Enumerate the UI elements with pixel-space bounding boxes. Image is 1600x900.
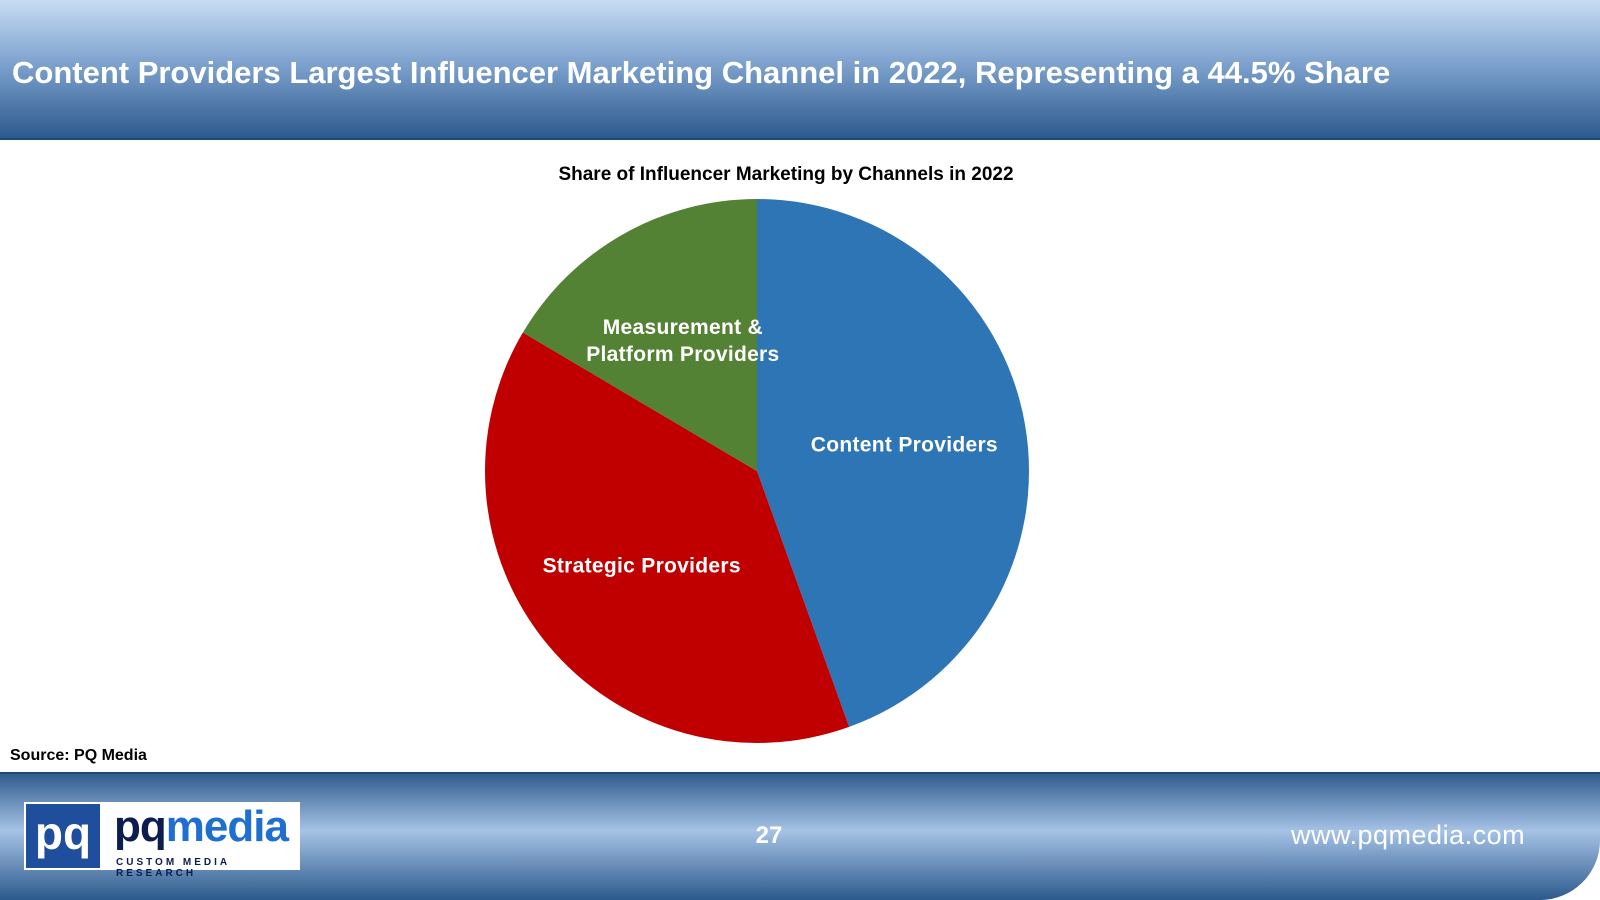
logo-tagline: CUSTOM MEDIA RESEARCH: [116, 857, 230, 879]
pie-slice: [522, 199, 757, 471]
slide-title: Content Providers Largest Influencer Mar…: [12, 55, 1391, 90]
pie-slice: [485, 332, 850, 744]
page-number: 27: [755, 822, 783, 849]
slice-label: Strategic Providers: [542, 554, 741, 578]
slice-label: Measurement & Platform Providers: [586, 316, 780, 367]
pie-slice: [757, 199, 1029, 727]
logo-brand-right: media: [165, 802, 289, 851]
chart: Share of Influencer Marketing by Channel…: [485, 164, 1029, 744]
logo: pq pqmedia CUSTOM MEDIA RESEARCH: [24, 802, 300, 879]
url: www.pqmedia.com: [1291, 820, 1526, 850]
chart-title: Share of Influencer Marketing by Channel…: [558, 164, 1013, 185]
footer: pq pqmedia CUSTOM MEDIA RESEARCH 27 www.…: [0, 772, 1600, 900]
logo-brand: pqmedia: [114, 802, 289, 852]
header: Content Providers Largest Influencer Mar…: [0, 0, 1600, 140]
source: Source: PQ Media: [10, 747, 147, 764]
logo-brand-left: pq: [114, 802, 167, 851]
logo-mark: pq: [26, 804, 100, 868]
slice-label: Content Providers: [810, 433, 998, 457]
